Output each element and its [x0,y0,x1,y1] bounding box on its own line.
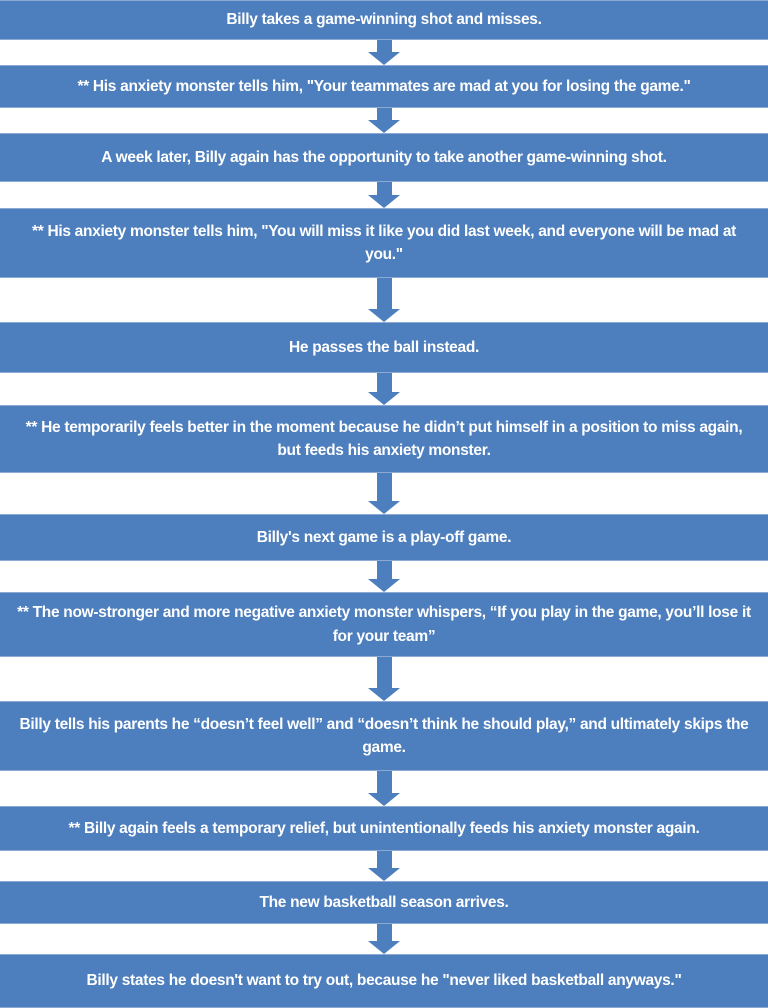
flow-step-7: Billy's next game is a play-off game. [0,514,768,561]
flow-step-text: ** His anxiety monster tells him, "You w… [31,222,737,263]
arrow-head [368,120,400,133]
down-arrow-icon [0,657,768,701]
arrow-head [368,501,400,514]
arrow-head [368,392,400,405]
arrow-stem [376,771,392,793]
flow-step-5: He passes the ball instead. [0,322,768,373]
arrow-head [368,793,400,806]
arrow-stem [376,108,392,120]
flow-step-text: ** He temporarily feels better in the mo… [25,418,743,459]
arrow-stem [376,657,392,688]
arrow-head [368,941,400,954]
flow-step-text: ** His anxiety monster tells him, "Your … [77,77,691,95]
arrow-stem [376,851,392,868]
flow-step-3: A week later, Billy again has the opport… [0,133,768,182]
arrow-stem [376,278,392,309]
down-arrow-icon [0,771,768,806]
arrow-head [368,309,400,322]
arrow-stem [376,924,392,941]
flow-step-8: ** The now-stronger and more negative an… [0,592,768,657]
flow-step-text: A week later, Billy again has the opport… [101,148,667,166]
arrow-head [368,579,400,592]
down-arrow-icon [0,373,768,405]
arrow-stem [376,373,392,392]
down-arrow-icon [0,561,768,592]
arrow-head [368,52,400,65]
flow-step-9: Billy tells his parents he “doesn’t feel… [0,701,768,771]
flow-step-text: He passes the ball instead. [288,338,480,356]
down-arrow-icon [0,924,768,954]
flow-step-text: Billy tells his parents he “doesn’t feel… [19,715,749,756]
flow-step-text: The new basketball season arrives. [259,893,509,911]
down-arrow-icon [0,851,768,881]
flow-step-12: Billy states he doesn't want to try out,… [0,954,768,1008]
arrow-head [368,868,400,881]
flow-step-text: ** Billy again feels a temporary relief,… [68,819,700,837]
flow-step-6: ** He temporarily feels better in the mo… [0,405,768,473]
flow-step-text: Billy states he doesn't want to try out,… [86,972,682,990]
arrow-stem [376,40,392,52]
arrow-stem [376,473,392,501]
down-arrow-icon [0,473,768,514]
down-arrow-icon [0,182,768,208]
flow-step-1: Billy takes a game-winning shot and miss… [0,0,768,40]
down-arrow-icon [0,40,768,65]
flow-step-text: Billy takes a game-winning shot and miss… [226,11,542,29]
flow-step-4: ** His anxiety monster tells him, "You w… [0,208,768,278]
arrow-head [368,195,400,208]
down-arrow-icon [0,108,768,133]
arrow-head [368,688,400,701]
down-arrow-icon [0,278,768,322]
arrow-stem [376,561,392,579]
flow-step-2: ** His anxiety monster tells him, "Your … [0,65,768,108]
flow-step-11: The new basketball season arrives. [0,881,768,924]
flow-step-text: ** The now-stronger and more negative an… [17,604,751,645]
flow-step-10: ** Billy again feels a temporary relief,… [0,806,768,851]
flow-step-text: Billy's next game is a play-off game. [256,528,512,546]
arrow-stem [376,182,392,195]
